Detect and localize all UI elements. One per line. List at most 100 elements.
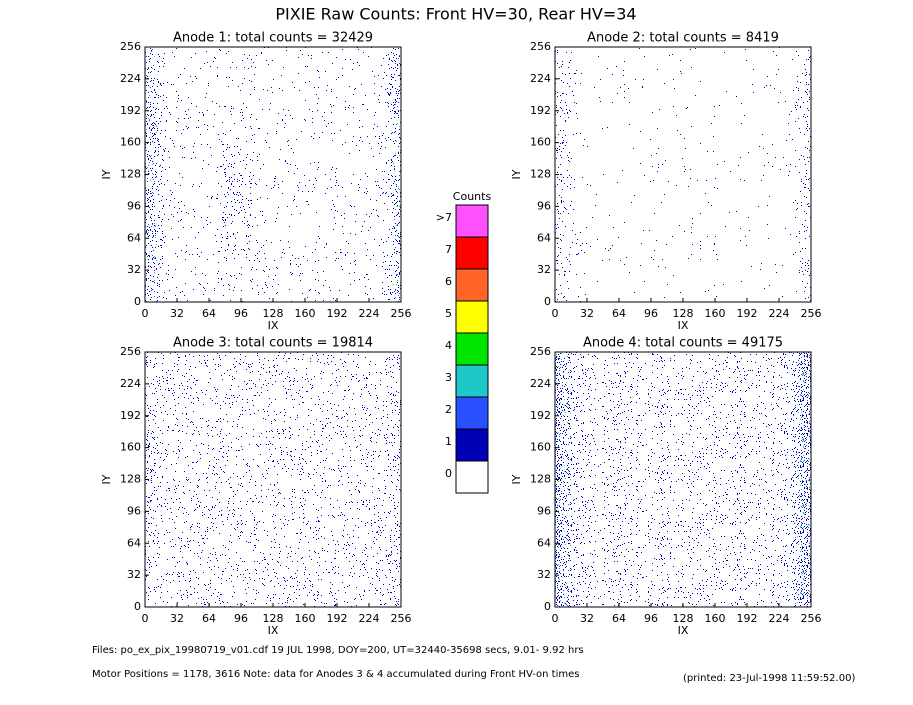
y-tick-label: 96 <box>127 504 141 517</box>
y-tick-label: 32 <box>537 263 551 276</box>
colorbar-cell <box>455 204 489 238</box>
x-tick-label: 160 <box>295 307 316 320</box>
y-axis-label: IY <box>100 474 113 484</box>
x-tick-label: 256 <box>801 612 822 625</box>
x-tick-label: 160 <box>705 307 726 320</box>
x-tick-label: 224 <box>769 612 790 625</box>
x-tick-label: 32 <box>170 612 184 625</box>
x-tick-label: 192 <box>327 307 348 320</box>
panel-title: Anode 4: total counts = 49175 <box>583 336 783 351</box>
x-axis-label: IX <box>268 319 279 332</box>
panel-title: Anode 1: total counts = 32429 <box>173 31 373 46</box>
y-tick-label: 64 <box>127 536 141 549</box>
y-axis-label: IY <box>510 474 523 484</box>
y-tick-label: 32 <box>127 263 141 276</box>
colorbar-cell <box>455 364 489 398</box>
y-tick-label: 256 <box>530 345 551 358</box>
footer-files: Files: po_ex_pix_19980719_v01.cdf 19 JUL… <box>92 645 584 656</box>
colorbar-title: Counts <box>453 190 492 203</box>
x-tick-label: 64 <box>202 612 216 625</box>
y-tick-label: 0 <box>134 600 141 613</box>
panel-title: Anode 3: total counts = 19814 <box>173 336 373 351</box>
colorbar-cell <box>455 300 489 334</box>
colorbar-label: 5 <box>445 307 452 320</box>
y-tick-label: 256 <box>120 345 141 358</box>
x-tick-label: 0 <box>552 307 559 320</box>
page-title: PIXIE Raw Counts: Front HV=30, Rear HV=3… <box>275 5 636 24</box>
y-tick-label: 0 <box>544 295 551 308</box>
y-tick-label: 64 <box>537 536 551 549</box>
colorbar-cell <box>455 236 489 270</box>
x-tick-label: 128 <box>263 612 284 625</box>
y-tick-label: 32 <box>537 568 551 581</box>
colorbar-cell <box>455 460 489 494</box>
speckle-texture <box>145 352 401 607</box>
x-tick-label: 0 <box>142 307 149 320</box>
x-tick-label: 128 <box>263 307 284 320</box>
colorbar-label: 2 <box>445 403 452 416</box>
x-axis-label: IX <box>268 624 279 637</box>
y-tick-label: 128 <box>120 168 141 181</box>
x-axis-label: IX <box>678 624 689 637</box>
x-tick-label: 32 <box>170 307 184 320</box>
plot-frame <box>144 351 402 608</box>
y-tick-label: 160 <box>530 441 551 454</box>
speckle-texture <box>555 47 811 302</box>
x-tick-label: 160 <box>295 612 316 625</box>
speckle-texture <box>145 49 401 302</box>
y-tick-label: 96 <box>537 199 551 212</box>
speckle-texture <box>555 352 811 607</box>
colorbar-cell <box>455 396 489 430</box>
plot-frame <box>554 46 812 303</box>
colorbar-label: 6 <box>445 275 452 288</box>
x-axis-label: IX <box>678 319 689 332</box>
x-tick-label: 64 <box>202 307 216 320</box>
y-tick-label: 160 <box>530 136 551 149</box>
y-tick-label: 192 <box>120 409 141 422</box>
y-tick-label: 0 <box>134 295 141 308</box>
x-tick-label: 256 <box>391 612 412 625</box>
y-tick-label: 128 <box>120 473 141 486</box>
plot-frame <box>554 351 812 608</box>
footer-motor: Motor Positions = 1178, 3616 Note: data … <box>92 669 579 680</box>
y-tick-label: 224 <box>530 72 551 85</box>
speckle-texture <box>145 47 401 302</box>
x-tick-label: 96 <box>234 612 248 625</box>
y-tick-label: 224 <box>120 72 141 85</box>
y-tick-label: 160 <box>120 441 141 454</box>
x-tick-label: 96 <box>644 307 658 320</box>
x-tick-label: 32 <box>580 307 594 320</box>
x-tick-label: 64 <box>612 307 626 320</box>
y-tick-label: 128 <box>530 473 551 486</box>
y-tick-label: 0 <box>544 600 551 613</box>
colorbar-cell <box>455 428 489 462</box>
y-tick-label: 224 <box>120 377 141 390</box>
y-tick-label: 64 <box>127 231 141 244</box>
y-tick-label: 224 <box>530 377 551 390</box>
x-tick-label: 224 <box>359 612 380 625</box>
panel-title: Anode 2: total counts = 8419 <box>587 31 779 46</box>
colorbar-label: 4 <box>445 339 452 352</box>
y-tick-label: 256 <box>530 40 551 53</box>
y-tick-label: 96 <box>537 504 551 517</box>
colorbar-label: >7 <box>436 211 452 224</box>
y-axis-label: IY <box>100 169 113 179</box>
speckle-texture <box>555 352 811 606</box>
x-tick-label: 256 <box>391 307 412 320</box>
x-tick-label: 192 <box>737 307 758 320</box>
y-tick-label: 192 <box>530 409 551 422</box>
x-tick-label: 224 <box>769 307 790 320</box>
y-tick-label: 192 <box>530 104 551 117</box>
x-tick-label: 192 <box>327 612 348 625</box>
y-tick-label: 192 <box>120 104 141 117</box>
x-tick-label: 0 <box>552 612 559 625</box>
colorbar-cell <box>455 332 489 366</box>
x-tick-label: 128 <box>673 612 694 625</box>
x-tick-label: 0 <box>142 612 149 625</box>
y-axis-label: IY <box>510 169 523 179</box>
x-tick-label: 96 <box>644 612 658 625</box>
plot-frame <box>144 46 402 303</box>
colorbar-label: 7 <box>445 243 452 256</box>
y-tick-label: 128 <box>530 168 551 181</box>
